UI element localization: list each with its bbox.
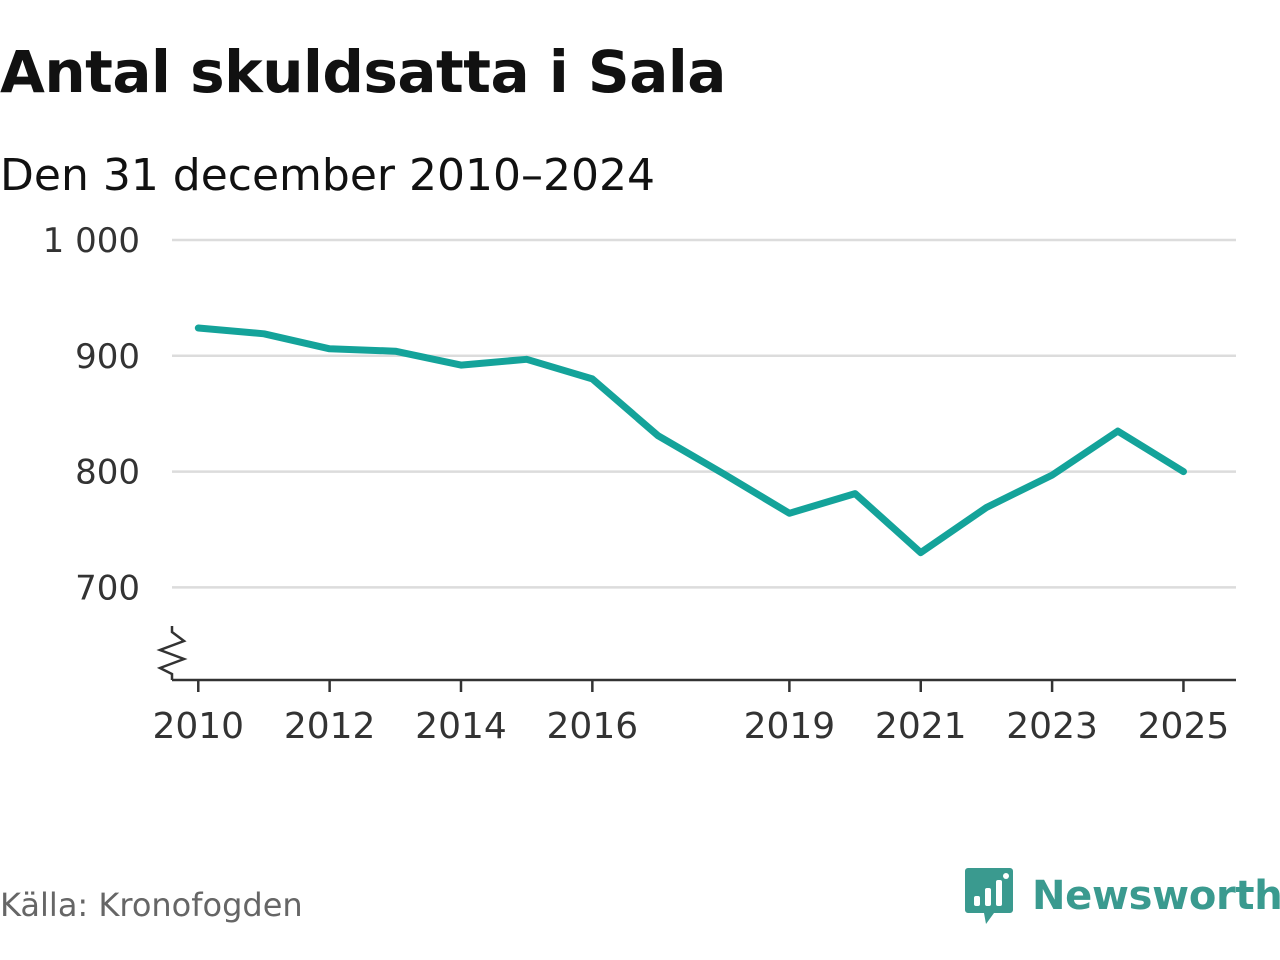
series-line-0	[194, 324, 1187, 557]
source-note: Källa: Kronofogden	[0, 886, 303, 924]
y-tick-label-1000: 1 000	[43, 221, 140, 261]
x-tick-label-2023: 2023	[1006, 706, 1098, 747]
y-axis-ticks: 700 800 900 1 000	[43, 221, 140, 608]
x-tick-label-2021: 2021	[875, 706, 967, 747]
x-tick-label-2012: 2012	[284, 706, 376, 747]
series-group	[194, 324, 1187, 557]
brand-name: Newsworthy	[1032, 873, 1280, 919]
x-tick-label-2016: 2016	[547, 706, 639, 747]
newsworthy-logo-icon	[965, 868, 1013, 924]
y-tick-label-700: 700	[75, 568, 140, 608]
x-tick-label-2014: 2014	[415, 706, 507, 747]
x-tick-label-2025: 2025	[1138, 706, 1230, 747]
y-tick-label-900: 900	[75, 337, 140, 377]
brand-logo: Newsworthy	[964, 866, 1280, 926]
x-axis-ticks: 2010 2012 2014 2016 2019 2021 2023 2025	[152, 680, 1229, 747]
axis-break-icon	[156, 626, 188, 680]
gridlines	[172, 238, 1236, 589]
x-tick-label-2010: 2010	[152, 706, 244, 747]
x-tick-label-2019: 2019	[744, 706, 836, 747]
chart-title: Antal skuldsatta i Sala	[0, 38, 726, 106]
chart-subtitle: Den 31 december 2010–2024	[0, 150, 655, 201]
x-axis	[156, 626, 1236, 682]
y-tick-label-800: 800	[75, 453, 140, 493]
